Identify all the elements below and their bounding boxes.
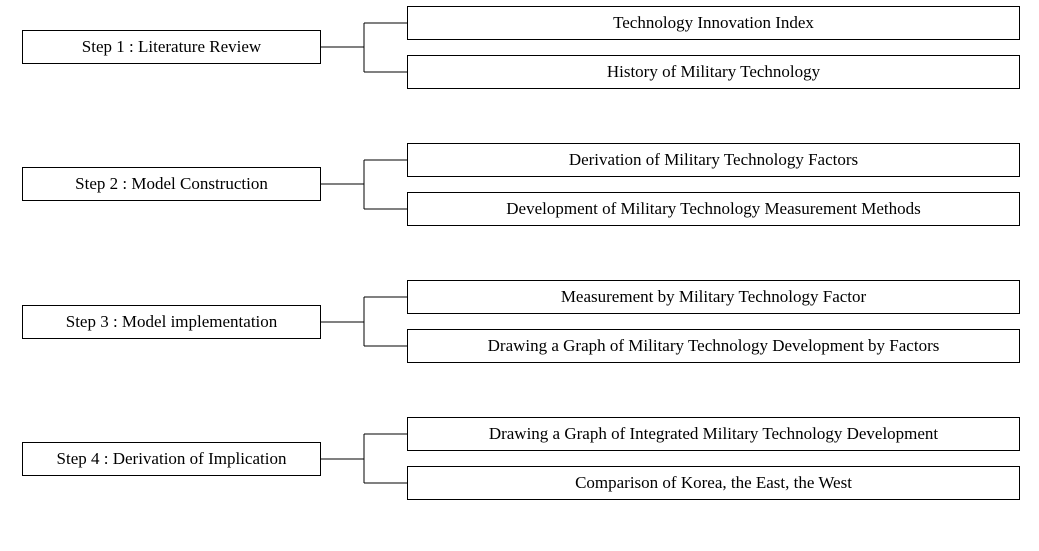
step-4-box-label: Step 4 : Derivation of Implication: [57, 449, 287, 469]
step-4-child-1-box-label: Drawing a Graph of Integrated Military T…: [489, 424, 938, 444]
step-3-child-2-box-label: Drawing a Graph of Military Technology D…: [488, 336, 940, 356]
step-4-child-2-box-label: Comparison of Korea, the East, the West: [575, 473, 852, 493]
step-1-child-1-box: Technology Innovation Index: [407, 6, 1020, 40]
diagram-canvas: Step 1 : Literature Review Technology Inn…: [0, 0, 1039, 551]
step-2-box: Step 2 : Model Construction: [22, 167, 321, 201]
step-4-child-1-box: Drawing a Graph of Integrated Military T…: [407, 417, 1020, 451]
step-2-child-2-box-label: Development of Military Technology Measu…: [506, 199, 920, 219]
step-2-child-1-box: Derivation of Military Technology Factor…: [407, 143, 1020, 177]
step-3-child-2-box: Drawing a Graph of Military Technology D…: [407, 329, 1020, 363]
step-2-child-1-box-label: Derivation of Military Technology Factor…: [569, 150, 858, 170]
step-3-child-1-box-label: Measurement by Military Technology Facto…: [561, 287, 866, 307]
step-4-box: Step 4 : Derivation of Implication: [22, 442, 321, 476]
step-1-child-2-box-label: History of Military Technology: [607, 62, 820, 82]
step-3-box: Step 3 : Model implementation: [22, 305, 321, 339]
step-3-child-1-box: Measurement by Military Technology Facto…: [407, 280, 1020, 314]
step-2-child-2-box: Development of Military Technology Measu…: [407, 192, 1020, 226]
step-2-box-label: Step 2 : Model Construction: [75, 174, 268, 194]
step-3-box-label: Step 3 : Model implementation: [66, 312, 278, 332]
step-1-box-label: Step 1 : Literature Review: [82, 37, 261, 57]
step-1-child-2-box: History of Military Technology: [407, 55, 1020, 89]
step-1-child-1-box-label: Technology Innovation Index: [613, 13, 814, 33]
step-1-box: Step 1 : Literature Review: [22, 30, 321, 64]
step-4-child-2-box: Comparison of Korea, the East, the West: [407, 466, 1020, 500]
